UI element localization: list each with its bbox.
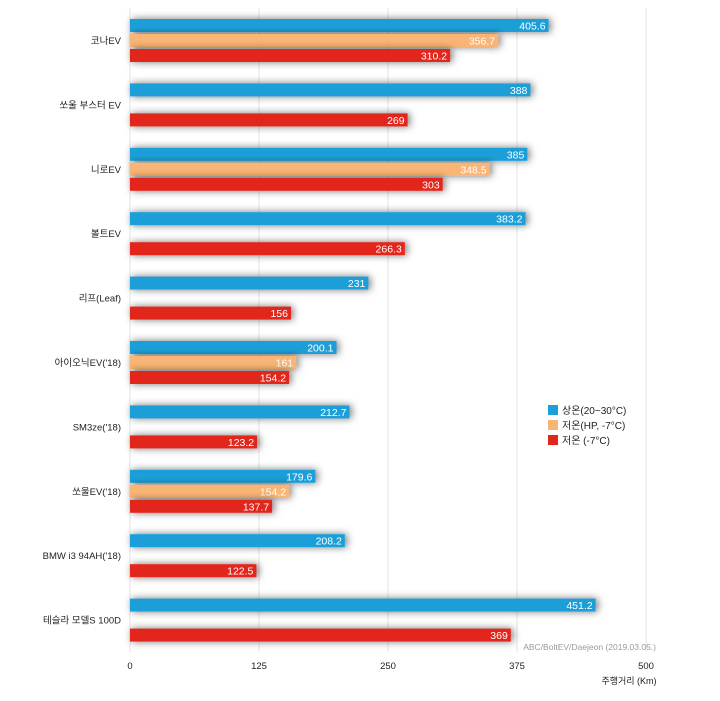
bar-value-label: 405.6: [519, 21, 545, 33]
bar-5-series-1: [130, 276, 369, 290]
bar-8-series-3: [130, 499, 273, 513]
bar-9-series-3: [130, 564, 257, 578]
category-label-7: SM3ze('18): [73, 422, 121, 433]
bar-value-label: 154.2: [260, 486, 286, 498]
category-labels: 코나EV 쏘울 부스터 EV 니로EV 볼트EV 리프(Leaf) 아이오닉EV('18)…: [43, 36, 122, 627]
bar-1-series-3: [130, 49, 451, 62]
legend-label-3: 저온 (-7°C): [562, 435, 610, 447]
category-label-6: 아이오닉EV('18): [55, 358, 121, 369]
bar-value-label: 383.2: [496, 214, 522, 226]
x-tick-label-375: 375: [509, 661, 525, 672]
bar-value-label: 208.2: [316, 536, 342, 548]
bar-value-label: 266.3: [376, 244, 402, 256]
legend-swatch-3: [548, 435, 558, 445]
bar-value-label: 369: [490, 630, 508, 642]
bar-value-label: 388: [510, 85, 528, 97]
bar-10-series-3: [130, 628, 511, 642]
x-tick-label-250: 250: [380, 661, 396, 672]
bar-value-label: 269: [387, 115, 405, 127]
bar-6-series-2: [130, 356, 297, 369]
bar-value-label: 137.7: [243, 501, 269, 513]
bar-value-label: 348.5: [460, 164, 486, 176]
bar-3-series-2: [130, 162, 490, 176]
bar-value-label: 385: [507, 149, 525, 161]
bar-8-series-2: [130, 484, 290, 498]
legend-label-2: 저온(HP, -7°C): [562, 420, 625, 432]
bar-value-label: 231: [348, 278, 366, 290]
bar-4-series-3: [130, 242, 405, 256]
bar-3-series-1: [130, 147, 528, 161]
bar-3-series-3: [130, 177, 443, 191]
bar-value-label: 212.7: [320, 407, 346, 419]
category-label-8: 쏘울EV('18): [72, 487, 121, 498]
legend-swatch-1: [548, 405, 558, 415]
x-tick-label-500: 500: [638, 661, 654, 672]
bar-value-label: 451.2: [566, 600, 592, 612]
bar-4-series-1: [130, 212, 526, 226]
bar-value-label: 123.2: [228, 437, 254, 449]
bar-5-series-3: [130, 306, 291, 320]
bar-2-series-3: [130, 113, 408, 127]
bar-7-series-1: [130, 405, 350, 419]
gridlines: [129, 8, 647, 652]
x-axis-ticks: 0 125 250 375 500: [127, 661, 654, 672]
category-label-9: BMW i3 94AH('18): [43, 551, 121, 562]
bar-9-series-1: [130, 534, 345, 548]
x-axis-title: 주행거리 (Km): [601, 675, 656, 686]
bar-value-label: 303: [422, 179, 440, 191]
category-label-4: 볼트EV: [91, 229, 122, 240]
legend-swatch-2: [548, 420, 558, 430]
category-label-3: 니로EV: [91, 165, 122, 176]
bar-7-series-3: [130, 435, 258, 449]
bar-value-label: 200.1: [307, 343, 333, 355]
bar-8-series-1: [130, 469, 316, 483]
bar-value-label: 156: [270, 308, 288, 320]
category-label-5: 리프(Leaf): [79, 294, 121, 305]
bar-value-label: 154.2: [260, 373, 286, 385]
bars: 405.6 356.7 310.2 388 269 385 348.5 303 383.2 266…: [130, 19, 596, 642]
bar-value-label: 179.6: [286, 471, 312, 483]
bar-6-series-3: [130, 371, 290, 384]
x-tick-label-0: 0: [127, 661, 132, 672]
bar-value-label: 356.7: [469, 36, 495, 48]
x-tick-label-125: 125: [251, 661, 267, 672]
bar-10-series-1: [130, 598, 596, 612]
bar-6-series-1: [130, 341, 337, 354]
bar-1-series-2: [130, 34, 499, 47]
source-note: ABC/BoltEV/Daejeon (2019.03.05.): [523, 642, 656, 652]
category-label-10: 테슬라 모델S 100D: [43, 615, 121, 627]
bar-1-series-1: [130, 19, 549, 32]
bar-value-label: 122.5: [227, 566, 253, 578]
bar-value-label: 310.2: [421, 51, 447, 63]
bar-2-series-1: [130, 83, 531, 97]
bar-value-label: 161: [276, 358, 294, 370]
legend-label-1: 상온(20~30°C): [562, 405, 626, 417]
legend: 상온(20~30°C) 저온(HP, -7°C) 저온 (-7°C): [548, 405, 626, 447]
category-label-1: 코나EV: [91, 36, 122, 47]
category-label-2: 쏘울 부스터 EV: [59, 100, 121, 111]
